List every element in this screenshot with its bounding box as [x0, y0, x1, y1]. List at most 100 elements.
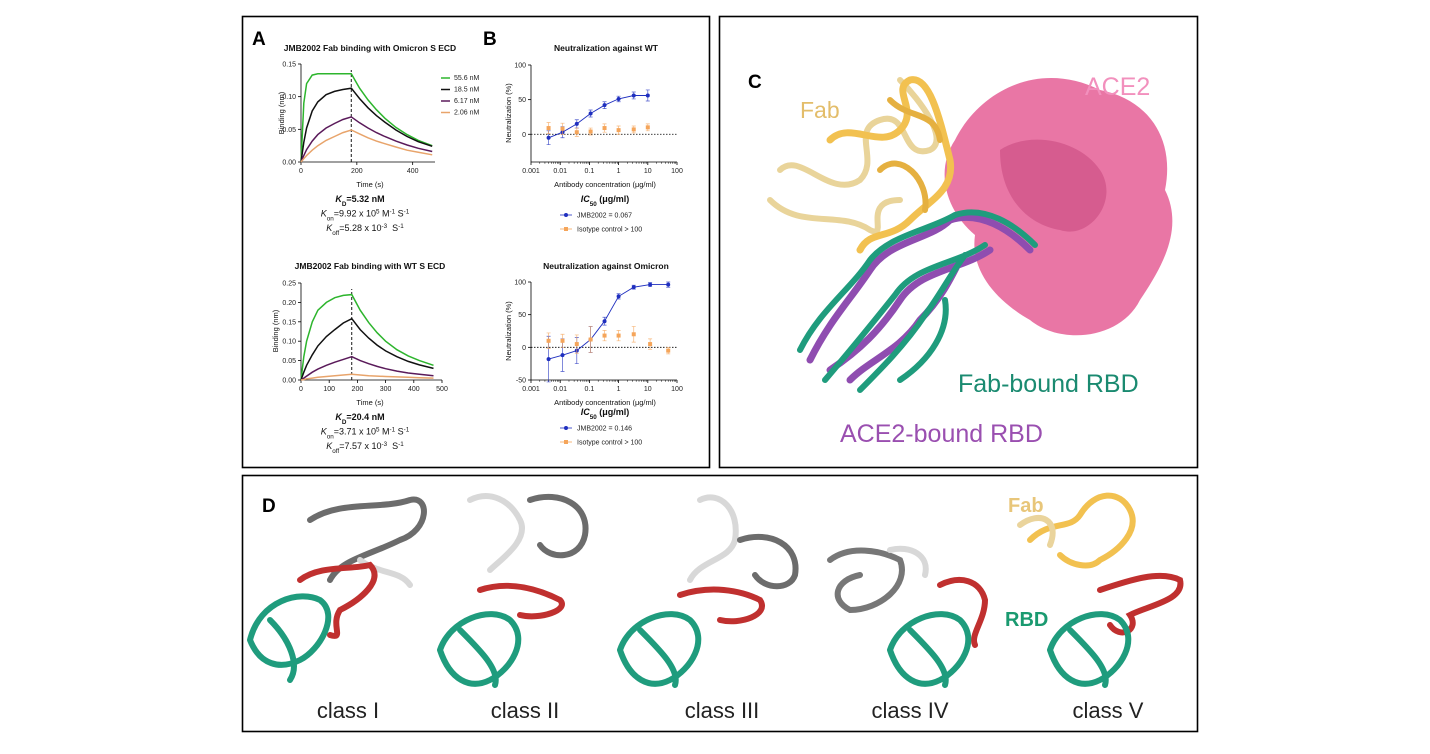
legend-label: 55.6 nM: [454, 75, 479, 82]
x-axis-label: Time (s): [356, 398, 384, 407]
x-tick-label: 0: [299, 168, 303, 175]
data-point: [574, 130, 579, 135]
data-point: [666, 348, 671, 353]
fab-label: Fab: [800, 97, 840, 123]
fit-curve: [548, 95, 648, 139]
text-part: =5.32 nM: [346, 194, 384, 204]
text-part: =3.71 x 10: [334, 427, 376, 437]
text-part: -3: [381, 223, 387, 230]
data-point: [546, 135, 551, 140]
chart-title: Neutralization against Omicron: [543, 261, 669, 271]
y-tick-label: 0.05: [282, 127, 296, 134]
legend-marker: [564, 440, 568, 444]
kinetics-text: Kon=9.92 x 105 M-1 S-1: [321, 208, 410, 222]
y-tick-label: 100: [514, 280, 526, 287]
legend-title: IC50 (μg/ml): [581, 407, 630, 421]
class-label: class I: [317, 698, 379, 723]
y-axis-label: Binding (nm): [277, 91, 286, 134]
y-tick-label: 0.15: [282, 62, 296, 69]
data-point: [616, 128, 621, 133]
binding-curve: [300, 87, 433, 163]
text-part: S: [387, 223, 398, 233]
text-part: K: [326, 441, 333, 451]
kinetics-text: Koff=7.57 x 10-3 S-1: [326, 441, 404, 455]
binding-curve: [300, 373, 434, 381]
rbd-label: RBD: [1005, 609, 1048, 631]
y-tick-label: 100: [514, 63, 526, 70]
binding-curve: [300, 355, 434, 381]
panel-label: C: [748, 72, 762, 93]
x-axis-label: Antibody concentration (μg/ml): [554, 180, 656, 189]
data-point: [574, 342, 579, 347]
x-tick-label: 100: [671, 168, 683, 175]
x-tick-label: 100: [671, 386, 683, 393]
legend-marker: [564, 213, 568, 217]
legend-label: 18.5 nM: [454, 87, 479, 94]
legend-label: JMB2002 = 0.146: [577, 426, 632, 433]
y-tick-label: 0.10: [282, 339, 296, 346]
panel-ab-frame: [241, 15, 711, 469]
binding-curve: [300, 293, 434, 381]
text-part: -1: [390, 426, 396, 433]
text-part: 5: [376, 426, 380, 433]
y-tick-label: 50: [518, 312, 526, 319]
text-part: -1: [398, 223, 404, 230]
class-label: class IV: [871, 698, 948, 723]
data-point: [631, 93, 636, 98]
x-tick-label: 400: [407, 168, 419, 175]
y-axis-label: Neutralization (%): [504, 301, 513, 361]
text-part: (μg/ml): [597, 194, 630, 204]
chart-title: JMB2002 Fab binding with Omicron S ECD: [284, 43, 456, 53]
structure-c: [767, 76, 1173, 393]
text-part: =20.4 nM: [346, 412, 384, 422]
x-tick-label: 10: [644, 168, 652, 175]
x-axis-label: Antibody concentration (μg/ml): [554, 398, 656, 407]
text-part: -1: [390, 208, 396, 215]
data-point: [645, 93, 650, 98]
x-tick-label: 0.001: [522, 386, 540, 393]
x-tick-label: 1: [617, 386, 621, 393]
fab-bound-rbd-label: Fab-bound RBD: [958, 370, 1139, 398]
data-point: [602, 126, 607, 131]
chart-title: Neutralization against WT: [554, 43, 659, 53]
y-tick-label: 0.05: [282, 358, 296, 365]
binding-curve: [300, 116, 433, 163]
panel-label: D: [262, 496, 276, 517]
x-tick-label: 1: [617, 168, 621, 175]
ace2-bound-rbd-label: ACE2-bound RBD: [840, 420, 1043, 448]
panel-label: B: [483, 29, 497, 50]
legend-marker: [564, 227, 568, 231]
legend-label: JMB2002 = 0.067: [577, 213, 632, 220]
fab-label: Fab: [1008, 495, 1044, 517]
text-part: -1: [404, 426, 410, 433]
kinetics-text: Kon=3.71 x 105 M-1 S-1: [321, 426, 410, 440]
data-point: [616, 294, 621, 299]
legend-label: 6.17 nM: [454, 98, 479, 105]
data-point: [574, 121, 579, 126]
text-part: -1: [404, 208, 410, 215]
legend-label: Isotype control > 100: [577, 440, 642, 447]
text-part: K: [335, 194, 343, 204]
data-point: [631, 332, 636, 337]
y-tick-label: 0: [522, 132, 526, 139]
data-point: [560, 338, 565, 343]
y-tick-label: 0.15: [282, 319, 296, 326]
x-tick-label: 300: [380, 386, 392, 393]
x-axis-label: Time (s): [356, 180, 384, 189]
text-part: M: [380, 427, 390, 437]
text-part: K: [321, 427, 328, 437]
class-label: class III: [685, 698, 760, 723]
text-part: off: [332, 448, 339, 455]
data-point: [602, 103, 607, 108]
y-tick-label: 0.00: [282, 378, 296, 385]
data-point: [645, 125, 650, 130]
x-tick-label: 400: [408, 386, 420, 393]
panel-d-frame: [241, 474, 1199, 733]
y-tick-label: 0.10: [282, 94, 296, 101]
y-tick-label: 50: [518, 97, 526, 104]
data-point: [588, 129, 593, 134]
ace2-label: ACE2: [1085, 73, 1150, 101]
y-tick-label: 0.20: [282, 300, 296, 307]
